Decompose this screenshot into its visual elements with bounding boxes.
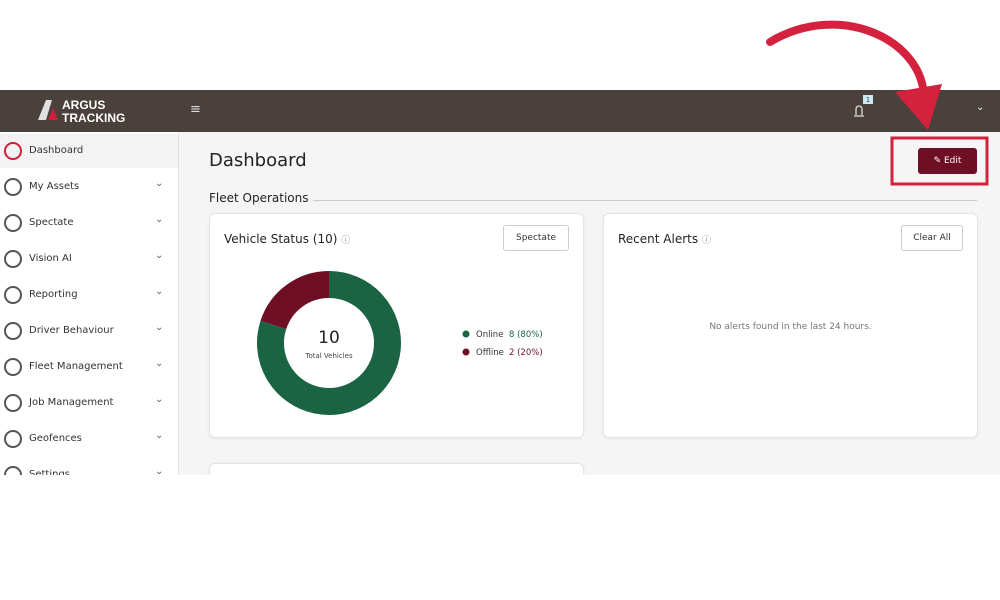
main-content: Dashboard ✎ Edit Fleet Operations Vehicl… [179, 132, 1000, 475]
legend-value: 2 (20%) [509, 348, 543, 358]
sidebar-item[interactable]: Spectate ⌄ [0, 206, 178, 240]
sidebar-icon [4, 394, 22, 412]
top-bar: ARGUS TRACKING ≡ 1 ⌄ [0, 90, 1000, 132]
sidebar-icon [4, 430, 22, 448]
sidebar-icon [4, 358, 22, 376]
legend-value: 8 (80%) [509, 330, 543, 340]
donut-chart: Online 8 (80%) Offline 2 (20%) 10 Total Vehic… [257, 271, 543, 415]
sidebar-item[interactable]: Driver Behaviour ⌄ [0, 314, 178, 348]
sidebar-item[interactable]: Vision AI ⌄ [0, 242, 178, 276]
edit-button[interactable]: ✎ Edit [918, 148, 977, 174]
donut-total: 10 [318, 328, 340, 348]
sidebar-item[interactable]: Settings ⌄ [0, 458, 178, 475]
sidebar-label: Driver Behaviour [29, 325, 114, 336]
donut-segment [260, 271, 330, 330]
sidebar-label: Settings [29, 469, 71, 475]
notifications[interactable]: 1 [850, 94, 880, 124]
legend-dot [462, 330, 470, 338]
sidebar-item[interactable]: My Assets ⌄ [0, 170, 178, 204]
vehicle-status-card: Vehicle Status (10) ⓘ Spectate Online 8 (… [209, 213, 584, 438]
sidebar-item[interactable]: Fleet Management ⌄ [0, 350, 178, 384]
chevron: ⌄ [155, 394, 164, 405]
sidebar-item[interactable]: Job Management ⌄ [0, 386, 178, 420]
donut-total-label: Total Vehicles [304, 352, 353, 360]
legend-label: Online [476, 330, 503, 340]
sidebar-icon [4, 250, 22, 268]
card-title: Recent Alerts ⓘ [618, 232, 711, 246]
sidebar-item[interactable]: Geofences ⌄ [0, 422, 178, 456]
card-title-text: Vehicle Status (10) [224, 232, 338, 246]
chevron: ⌄ [155, 214, 164, 225]
chevron: ⌄ [155, 178, 164, 189]
sidebar-label: Vision AI [29, 253, 72, 264]
user-menu[interactable]: ⌄ [976, 102, 985, 113]
sidebar-item[interactable]: Dashboard [0, 134, 178, 168]
sidebar-icon [4, 178, 22, 196]
sidebar-icon [4, 286, 22, 304]
logo-mark [38, 100, 52, 120]
empty-message: No alerts found in the last 24 hours. [709, 322, 872, 332]
edit-label: Edit [943, 156, 962, 166]
sidebar-icon [4, 322, 22, 340]
badge [863, 95, 873, 104]
sidebar-label: Job Management [29, 397, 114, 408]
sidebar-item[interactable]: Reporting ⌄ [0, 278, 178, 312]
annotation-overlay [766, 20, 989, 186]
chevron: ⌄ [155, 322, 164, 333]
arrow-head [895, 84, 942, 130]
bell-icon [854, 105, 864, 117]
sidebar-label: Dashboard [29, 145, 84, 156]
sidebar-icon [4, 214, 22, 232]
recent-alerts-card: Recent Alerts ⓘ Clear All No alerts foun… [603, 213, 978, 438]
section-rule [313, 200, 977, 201]
next-card [209, 463, 584, 475]
legend-dot [462, 348, 470, 356]
sidebar-label: Fleet Management [29, 361, 123, 372]
sidebar: Dashboard My Assets ⌄ Spectate ⌄ Vision AI ⌄ Re… [0, 132, 179, 475]
clear-all-button[interactable]: Clear All [901, 225, 963, 251]
legend-label: Offline [476, 348, 504, 358]
badge-count: 1 [866, 96, 870, 104]
highlight-box [890, 136, 989, 186]
logo-text: TRACKING [62, 111, 125, 125]
menu-toggle[interactable]: ≡ [190, 102, 201, 117]
chevron: ⌄ [155, 250, 164, 261]
info-icon: ⓘ [701, 236, 711, 246]
page-title: Dashboard [209, 150, 307, 171]
sidebar-label: Geofences [29, 433, 82, 444]
info-icon: ⓘ [341, 236, 351, 246]
chevron: ⌄ [155, 286, 164, 297]
sidebar-icon [4, 142, 22, 160]
section-title: Fleet Operations [209, 191, 309, 205]
card-title-text: Recent Alerts [618, 232, 699, 246]
annotation-arrow [766, 20, 929, 104]
donut-segment [257, 271, 401, 415]
sidebar-icon [4, 466, 22, 475]
logo-mark-red [48, 108, 58, 120]
chevron: ⌄ [155, 466, 164, 475]
spectate-button[interactable]: Spectate [503, 225, 569, 251]
card-title: Vehicle Status (10) ⓘ [224, 232, 350, 246]
sidebar-label: Reporting [29, 289, 78, 300]
logo[interactable]: ARGUS TRACKING [36, 96, 136, 126]
chevron: ⌄ [155, 430, 164, 441]
sidebar-label: Spectate [29, 217, 74, 228]
sidebar-label: My Assets [29, 181, 80, 192]
logo-text: ARGUS [62, 98, 105, 112]
chevron: ⌄ [155, 358, 164, 369]
